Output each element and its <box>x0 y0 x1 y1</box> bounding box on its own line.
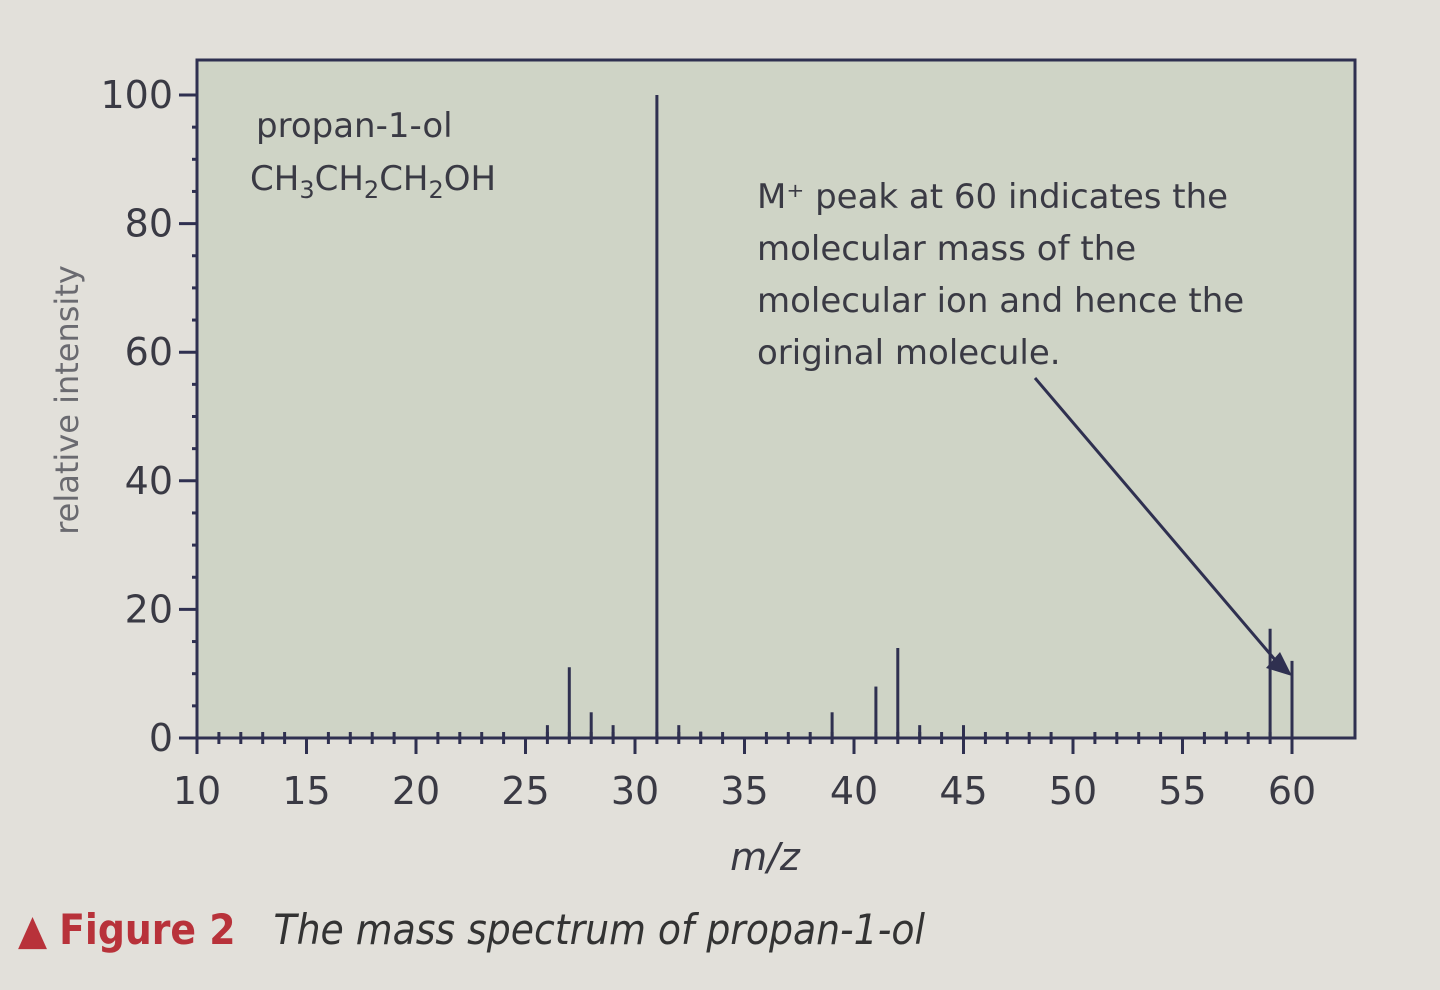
chart-title: propan-1-ol <box>256 106 453 146</box>
figure-caption: ▲ Figure 2 The mass spectrum of propan-1… <box>18 905 925 954</box>
figure-caption-text: The mass spectrum of propan-1-ol <box>273 905 925 954</box>
plot-area <box>195 58 1357 740</box>
x-tick-label: 35 <box>720 769 768 813</box>
y-tick-label: 100 <box>100 73 173 117</box>
x-tick-label: 10 <box>173 769 221 813</box>
x-tick-label: 20 <box>392 769 440 813</box>
x-tick-label: 55 <box>1158 769 1206 813</box>
y-axis-label: relative intensity <box>48 265 86 535</box>
x-axis-label: m/z <box>730 835 801 879</box>
x-tick-label: 45 <box>939 769 987 813</box>
annotation-arrow <box>1033 377 1284 669</box>
arrowhead-icon <box>1266 652 1292 676</box>
annotation-line: molecular ion and hence the <box>757 281 1244 321</box>
annotation: M⁺ peak at 60 indicates the molecular mas… <box>757 177 1244 373</box>
x-tick-label: 60 <box>1268 769 1316 813</box>
x-tick-label: 25 <box>501 769 549 813</box>
figure-number: Figure 2 <box>59 905 236 954</box>
x-tick-label: 15 <box>282 769 330 813</box>
x-tick-label: 50 <box>1049 769 1097 813</box>
annotation-line: M⁺ peak at 60 indicates the <box>757 177 1228 217</box>
annotation-line: molecular mass of the <box>757 229 1136 269</box>
mass-spectrum-chart: 10 15 20 25 30 35 40 45 50 55 60 0 20 40 60 80 100 propa… <box>48 58 1357 879</box>
y-tick-label: 40 <box>125 459 173 503</box>
y-tick-label: 80 <box>125 202 173 246</box>
x-tick-label: 30 <box>611 769 659 813</box>
y-tick-label: 20 <box>125 587 173 631</box>
y-tick-label: 60 <box>125 330 173 374</box>
triangle-up-icon: ▲ <box>18 905 48 954</box>
y-tick-label: 0 <box>149 716 173 760</box>
annotation-line: original molecule. <box>757 333 1061 373</box>
x-tick-label: 40 <box>830 769 878 813</box>
